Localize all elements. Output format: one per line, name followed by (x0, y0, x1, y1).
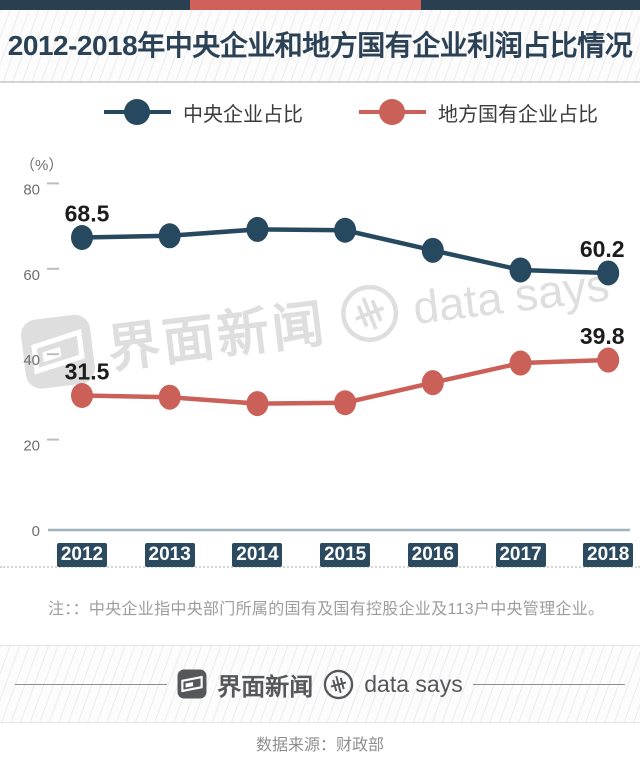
dotted-separator (0, 566, 640, 568)
data-point (597, 347, 620, 373)
top-bar-red-center (190, 0, 421, 10)
x-axis-year-row: 2012 2013 2014 2015 2016 2017 2018 (0, 543, 640, 567)
data-point (158, 384, 181, 410)
chart-legend: 中央企业占比 地方国有企业占比 (0, 97, 640, 129)
footer-brand-band: 界面新闻 data says (0, 645, 640, 723)
x-axis-year-label: 2014 (232, 543, 283, 567)
jiemian-logo-icon (20, 314, 95, 389)
top-accent-bar (0, 0, 640, 10)
page-title: 2012-2018年中央企业和地方国有企业利润占比情况 (7, 30, 633, 61)
legend-label-local: 地方国有企业占比 (438, 103, 598, 126)
top-bar-navy-right (421, 0, 640, 10)
x-axis-year-label: 2018 (583, 543, 634, 567)
y-axis-unit-label: （%） (20, 157, 64, 174)
footnote: 注：：中央企业指中央部门所属的国有及国有控股企业及113户中央管理企业。 (48, 601, 605, 618)
x-axis-year-label: 2015 (320, 543, 371, 567)
y-tick-label: 60 (23, 267, 40, 284)
y-tick-label: 0 (32, 523, 40, 540)
data-point (246, 391, 269, 417)
watermark-brand-text: 界面新闻 (104, 294, 331, 380)
footer-brand-text: 界面新闻 (217, 673, 314, 701)
x-axis-year-label: 2017 (495, 543, 546, 567)
header: 2012-2018年中央企业和地方国有企业利润占比情况 (0, 10, 640, 83)
legend-item-local: 地方国有企业占比 (359, 97, 598, 127)
legend-item-central: 中央企业占比 (104, 97, 303, 127)
data-says-logo-icon (324, 669, 354, 699)
y-tick-label: 20 (23, 438, 40, 455)
legend-marker-local (359, 97, 426, 127)
x-axis-year-label: 2012 (57, 543, 107, 567)
data-point (158, 223, 181, 249)
data-says-logo-icon (341, 284, 399, 342)
legend-label-central: 中央企业占比 (183, 103, 303, 126)
top-bar-navy-left (0, 0, 190, 10)
legend-dot-icon (124, 99, 150, 125)
data-point (421, 237, 444, 263)
data-point-label: 68.5 (65, 201, 110, 227)
data-point (71, 225, 93, 251)
watermark: 界面新闻 data says (18, 246, 614, 392)
footer-databrand-text: data says (364, 670, 463, 697)
data-point (334, 390, 357, 416)
legend-marker-central (104, 97, 171, 127)
data-point (509, 350, 532, 376)
x-axis-year-label: 2016 (407, 543, 458, 567)
data-point (421, 370, 444, 396)
jiemian-logo-icon (177, 669, 207, 699)
footer-rule-left (15, 683, 168, 685)
x-axis-year-label: 2013 (144, 543, 195, 567)
data-source-text: 数据来源：财政部 (255, 737, 384, 754)
y-tick-label: 80 (23, 181, 40, 198)
legend-dot-icon (379, 99, 405, 125)
data-point (334, 217, 357, 243)
watermark-databrand-text: data says (410, 257, 612, 334)
data-point (246, 216, 269, 242)
data-point-label: 39.8 (580, 323, 625, 349)
footer-rule-right (472, 683, 625, 685)
